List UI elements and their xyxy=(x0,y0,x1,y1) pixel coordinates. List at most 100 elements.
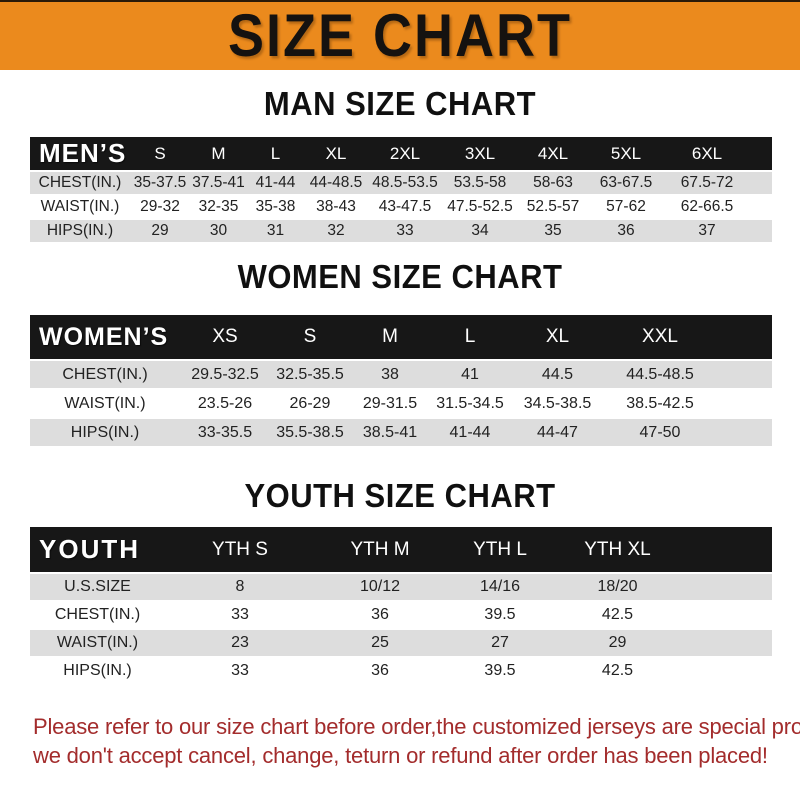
size-cell: 44-47 xyxy=(510,419,605,448)
youth-col-header-s: YTH S xyxy=(165,527,315,574)
size-cell: 32.5-35.5 xyxy=(270,361,350,390)
size-cell: 42.5 xyxy=(555,602,680,630)
size-cell: 38.5-42.5 xyxy=(605,390,715,419)
row-label: U.S.SIZE xyxy=(30,574,165,602)
size-cell: 34 xyxy=(442,220,518,244)
size-cell: 36 xyxy=(588,220,664,244)
size-cell: 37 xyxy=(664,220,750,244)
women-header-row: WOMEN’S XS S M L XL XXL xyxy=(30,315,772,361)
men-size-table: MEN’S S M L XL 2XL 3XL 4XL 5XL 6XL CHEST… xyxy=(30,137,772,244)
men-col-header-6xl: 6XL xyxy=(664,137,750,172)
size-chart-banner: SIZE CHART xyxy=(0,0,800,70)
size-cell: 52.5-57 xyxy=(518,196,588,220)
women-section: WOMEN SIZE CHART WOMEN’S XS S M L XL XXL xyxy=(0,259,800,448)
size-cell: 32 xyxy=(304,220,368,244)
size-cell: 44.5 xyxy=(510,361,605,390)
men-col-header-xl: XL xyxy=(304,137,368,172)
size-cell: 23 xyxy=(165,630,315,658)
row-label: CHEST(IN.) xyxy=(30,361,180,390)
size-cell: 25 xyxy=(315,630,445,658)
row-label: WAIST(IN.) xyxy=(30,196,130,220)
youth-table-label: YOUTH xyxy=(30,527,165,574)
size-cell: 29 xyxy=(130,220,190,244)
women-chest-row: CHEST(IN.) 29.5-32.5 32.5-35.5 38 41 44.… xyxy=(30,361,772,390)
row-label: HIPS(IN.) xyxy=(30,419,180,448)
size-cell: 35 xyxy=(518,220,588,244)
size-cell: 36 xyxy=(315,658,445,686)
size-cell: 42.5 xyxy=(555,658,680,686)
spacer-cell xyxy=(715,315,772,361)
youth-waist-row: WAIST(IN.) 23 25 27 29 xyxy=(30,630,772,658)
size-cell: 33 xyxy=(368,220,442,244)
size-cell: 67.5-72 xyxy=(664,172,750,196)
size-cell: 29-32 xyxy=(130,196,190,220)
row-label: WAIST(IN.) xyxy=(30,390,180,419)
spacer-cell xyxy=(680,527,772,574)
men-section-heading: MAN SIZE CHART xyxy=(263,84,537,123)
size-cell: 33-35.5 xyxy=(180,419,270,448)
men-col-header-3xl: 3XL xyxy=(442,137,518,172)
spacer-cell xyxy=(750,220,772,244)
row-label: HIPS(IN.) xyxy=(30,220,130,244)
youth-hips-row: HIPS(IN.) 33 36 39.5 42.5 xyxy=(30,658,772,686)
row-label: CHEST(IN.) xyxy=(30,602,165,630)
size-cell: 35.5-38.5 xyxy=(270,419,350,448)
youth-header-row: YOUTH YTH S YTH M YTH L YTH XL xyxy=(30,527,772,574)
youth-col-header-m: YTH M xyxy=(315,527,445,574)
men-col-header-2xl: 2XL xyxy=(368,137,442,172)
spacer-cell xyxy=(680,574,772,602)
men-col-header-5xl: 5XL xyxy=(588,137,664,172)
size-cell: 33 xyxy=(165,602,315,630)
size-cell: 32-35 xyxy=(190,196,247,220)
size-cell: 39.5 xyxy=(445,658,555,686)
size-cell: 23.5-26 xyxy=(180,390,270,419)
spacer-cell xyxy=(715,361,772,390)
size-cell: 38.5-41 xyxy=(350,419,430,448)
spacer-cell xyxy=(680,602,772,630)
size-cell: 33 xyxy=(165,658,315,686)
youth-section-heading: YOUTH SIZE CHART xyxy=(244,476,556,515)
size-cell: 31 xyxy=(247,220,304,244)
spacer-cell xyxy=(680,658,772,686)
size-cell: 18/20 xyxy=(555,574,680,602)
spacer-cell xyxy=(750,196,772,220)
youth-section: YOUTH SIZE CHART YOUTH YTH S YTH M YTH L… xyxy=(0,476,800,686)
men-col-header-l: L xyxy=(247,137,304,172)
men-col-header-4xl: 4XL xyxy=(518,137,588,172)
disclaimer-line-1: Please refer to our size chart before or… xyxy=(33,714,800,739)
spacer-cell xyxy=(750,137,772,172)
men-col-header-s: S xyxy=(130,137,190,172)
size-cell: 39.5 xyxy=(445,602,555,630)
size-cell: 35-38 xyxy=(247,196,304,220)
men-col-header-m: M xyxy=(190,137,247,172)
size-cell: 47.5-52.5 xyxy=(442,196,518,220)
women-size-table: WOMEN’S XS S M L XL XXL CHEST(IN.) 29.5-… xyxy=(30,315,772,448)
row-label: CHEST(IN.) xyxy=(30,172,130,196)
size-cell: 29-31.5 xyxy=(350,390,430,419)
size-cell: 41 xyxy=(430,361,510,390)
men-header-row: MEN’S S M L XL 2XL 3XL 4XL 5XL 6XL xyxy=(30,137,772,172)
size-cell: 8 xyxy=(165,574,315,602)
size-cell: 29 xyxy=(555,630,680,658)
youth-size-table: YOUTH YTH S YTH M YTH L YTH XL U.S.SIZE … xyxy=(30,527,772,686)
size-cell: 44.5-48.5 xyxy=(605,361,715,390)
size-cell: 27 xyxy=(445,630,555,658)
men-waist-row: WAIST(IN.) 29-32 32-35 35-38 38-43 43-47… xyxy=(30,196,772,220)
size-cell: 63-67.5 xyxy=(588,172,664,196)
disclaimer-line-2: we don't accept cancel, change, teturn o… xyxy=(33,743,768,768)
youth-col-header-xl: YTH XL xyxy=(555,527,680,574)
size-cell: 10/12 xyxy=(315,574,445,602)
size-cell: 62-66.5 xyxy=(664,196,750,220)
disclaimer-note: Please refer to our size chart before or… xyxy=(0,712,800,770)
spacer-cell xyxy=(680,630,772,658)
size-cell: 36 xyxy=(315,602,445,630)
women-waist-row: WAIST(IN.) 23.5-26 26-29 29-31.5 31.5-34… xyxy=(30,390,772,419)
women-hips-row: HIPS(IN.) 33-35.5 35.5-38.5 38.5-41 41-4… xyxy=(30,419,772,448)
size-cell: 35-37.5 xyxy=(130,172,190,196)
men-section: MAN SIZE CHART MEN’S S M L XL 2XL 3XL 4X… xyxy=(0,84,800,244)
spacer-cell xyxy=(715,390,772,419)
men-chest-row: CHEST(IN.) 35-37.5 37.5-41 41-44 44-48.5… xyxy=(30,172,772,196)
page-title: SIZE CHART xyxy=(228,2,572,70)
women-col-header-s: S xyxy=(270,315,350,361)
